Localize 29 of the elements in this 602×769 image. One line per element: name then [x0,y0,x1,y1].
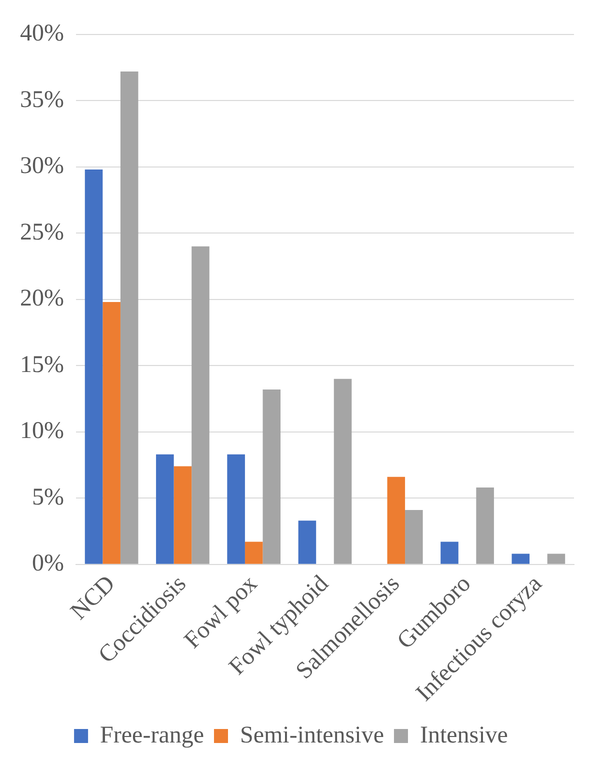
bar [84,170,103,564]
bar [334,378,352,564]
y-tick-label: 0% [32,550,64,577]
legend-label: Semi-intensive [240,722,384,748]
bar [102,302,120,564]
bar [476,487,494,564]
y-tick-label: 20% [20,286,64,312]
bar [387,476,406,564]
bar [156,454,174,564]
y-tick-label: 35% [20,86,64,113]
bar [298,520,316,564]
bar [547,554,566,564]
bar [120,71,138,564]
bar [227,454,245,564]
bar [440,542,458,564]
legend-label: Intensive [420,722,508,748]
bar [405,510,423,564]
y-tick-label: 30% [20,153,64,180]
bar [192,246,210,564]
y-tick-label: 5% [32,484,64,510]
y-tick-label: 25% [20,219,64,246]
bar [244,542,263,564]
y-tick-label: 40% [20,20,64,47]
bar [512,554,530,564]
y-tick-label: 15% [20,352,64,378]
legend-label: Free-range [100,722,204,748]
y-tick-label: 10% [20,418,64,444]
bar [262,389,281,564]
bar [174,466,192,564]
